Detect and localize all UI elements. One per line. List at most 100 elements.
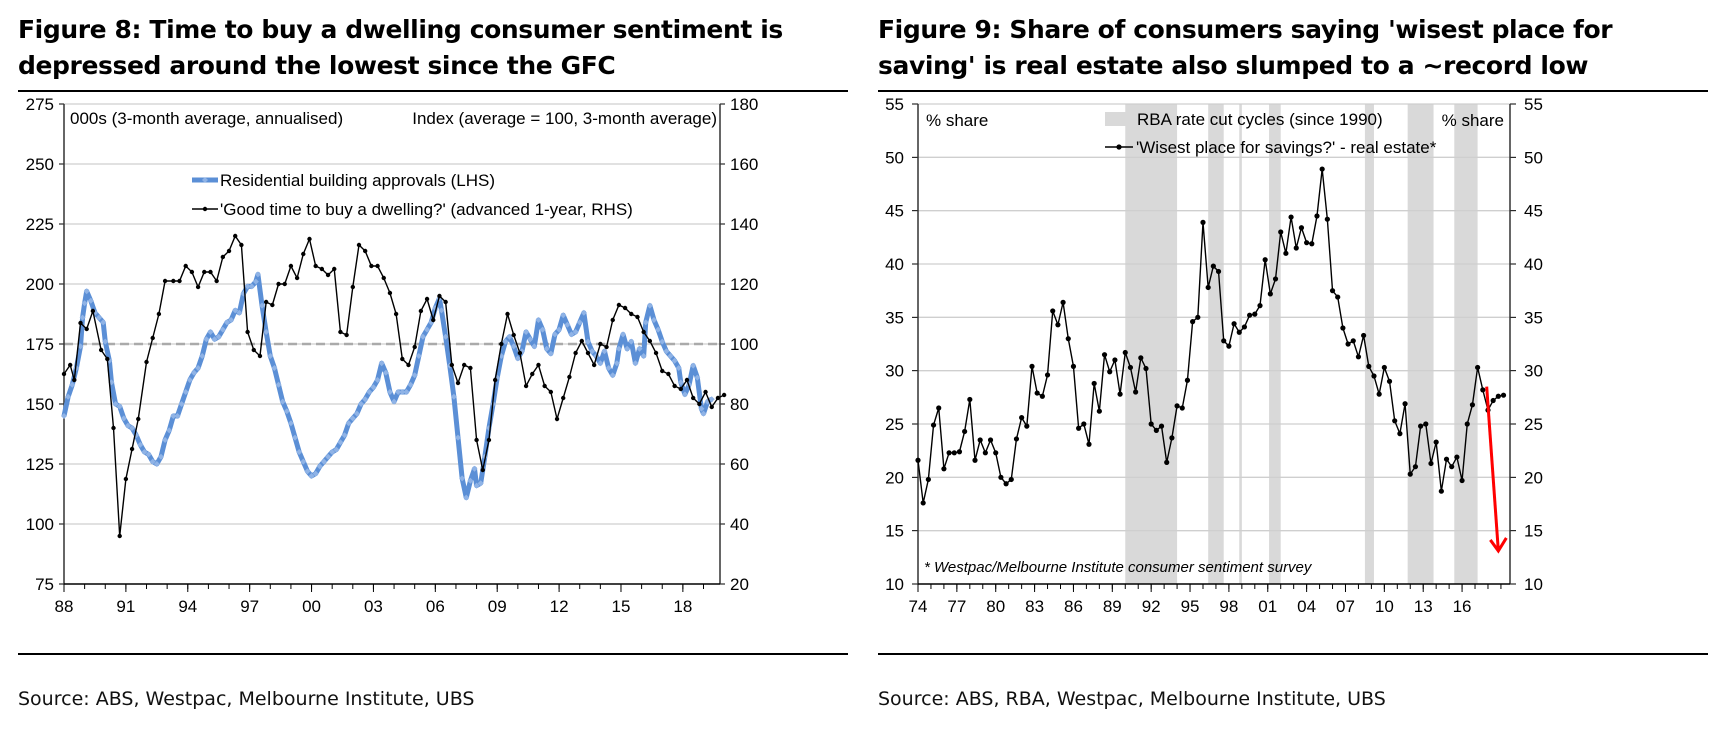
data-point-building-approvals	[463, 494, 470, 501]
data-point-building-approvals	[248, 283, 255, 290]
data-point-good-time-to-buy	[362, 248, 368, 254]
y-tick-label-right: 160	[730, 155, 758, 174]
data-point-wisest-place	[951, 450, 957, 456]
data-point-building-approvals	[182, 389, 189, 395]
data-point-wisest-place	[1122, 349, 1128, 356]
data-point-wisest-place	[1158, 423, 1165, 429]
data-point-wisest-place	[1392, 418, 1398, 424]
data-point-building-approvals	[459, 475, 466, 482]
data-point-building-approvals	[403, 389, 410, 395]
y-tick-label-right: 35	[1524, 308, 1543, 327]
data-point-good-time-to-buy	[356, 242, 362, 248]
data-point-building-approvals	[620, 331, 627, 338]
data-point-building-approvals	[141, 449, 148, 455]
data-point-wisest-place	[967, 396, 973, 403]
data-point-good-time-to-buy	[208, 269, 213, 275]
data-point-wisest-place	[1402, 401, 1408, 407]
x-tick-label: 97	[240, 597, 259, 616]
data-point-building-approvals	[271, 365, 278, 371]
data-point-good-time-to-buy	[517, 350, 523, 356]
data-point-good-time-to-buy	[573, 350, 578, 356]
data-point-good-time-to-buy	[715, 395, 721, 401]
data-point-building-approvals	[556, 326, 563, 333]
data-point-wisest-place	[1231, 321, 1237, 327]
red-arrow-shaft	[1485, 386, 1500, 552]
data-point-building-approvals	[162, 437, 169, 443]
data-point-building-approvals	[659, 338, 666, 345]
data-point-good-time-to-buy	[412, 344, 417, 350]
data-point-good-time-to-buy	[381, 275, 386, 281]
data-point-wisest-place	[1190, 319, 1196, 325]
data-point-building-approvals	[244, 283, 251, 290]
data-point-good-time-to-buy	[156, 311, 162, 317]
data-point-good-time-to-buy	[263, 299, 269, 305]
data-point-building-approvals	[675, 365, 682, 371]
rate-cut-band	[1239, 104, 1242, 584]
data-point-building-approvals	[646, 302, 653, 309]
data-point-wisest-place	[1480, 387, 1486, 393]
data-point-building-approvals	[87, 297, 94, 304]
data-point-building-approvals	[514, 355, 521, 362]
data-point-good-time-to-buy	[511, 332, 516, 338]
data-point-wisest-place	[1107, 369, 1113, 375]
data-point-good-time-to-buy	[480, 467, 485, 473]
data-point-wisest-place	[941, 466, 947, 472]
data-point-good-time-to-buy	[319, 266, 325, 272]
data-point-good-time-to-buy	[313, 263, 318, 269]
legend-marker-wisest-place	[1116, 144, 1122, 150]
data-point-good-time-to-buy	[647, 338, 653, 344]
figure-8-title-line1: Figure 8: Time to buy a dwelling consume…	[18, 15, 783, 44]
data-point-good-time-to-buy	[684, 377, 690, 383]
footnote-annotation: * Westpac/Melbourne Institute consumer s…	[924, 559, 1313, 576]
data-point-wisest-place	[1371, 373, 1377, 379]
data-point-good-time-to-buy	[195, 284, 201, 290]
data-point-wisest-place	[1324, 216, 1330, 222]
data-point-good-time-to-buy	[406, 362, 411, 368]
data-point-building-approvals	[580, 309, 587, 316]
data-point-building-approvals	[605, 365, 612, 371]
data-point-wisest-place	[1267, 291, 1273, 297]
y-tick-label-left: 200	[26, 275, 54, 294]
data-point-wisest-place	[977, 437, 983, 443]
y-tick-label-right: 50	[1524, 148, 1543, 167]
data-point-building-approvals	[259, 302, 266, 309]
data-point-wisest-place	[1236, 329, 1242, 335]
y-tick-label-left: 35	[885, 308, 904, 327]
data-point-good-time-to-buy	[84, 326, 89, 332]
data-point-wisest-place	[1003, 481, 1009, 487]
data-point-wisest-place	[1226, 343, 1232, 349]
x-tick-label: 09	[488, 597, 507, 616]
data-point-building-approvals	[178, 401, 185, 407]
data-point-building-approvals	[308, 473, 315, 479]
data-point-wisest-place	[1039, 393, 1045, 399]
data-point-wisest-place	[936, 405, 942, 411]
data-point-good-time-to-buy	[393, 311, 399, 317]
data-point-good-time-to-buy	[375, 263, 380, 269]
legend-label-building-approvals: Residential building approvals (LHS)	[220, 171, 495, 190]
legend-marker-building-approvals	[202, 177, 208, 183]
data-point-building-approvals	[329, 449, 336, 455]
data-point-building-approvals	[391, 398, 398, 405]
data-point-building-approvals	[219, 326, 226, 333]
series-line-wisest-place	[917, 168, 1504, 504]
data-point-wisest-place	[1314, 213, 1320, 219]
data-point-wisest-place	[1340, 325, 1346, 331]
data-point-good-time-to-buy	[542, 383, 547, 389]
data-point-building-approvals	[628, 338, 635, 345]
data-point-building-approvals	[424, 326, 431, 333]
data-point-good-time-to-buy	[111, 425, 116, 431]
x-tick-label: 07	[1336, 597, 1355, 616]
data-point-building-approvals	[145, 451, 152, 458]
data-point-good-time-to-buy	[455, 380, 461, 386]
data-point-building-approvals	[589, 348, 596, 355]
data-point-wisest-place	[1076, 425, 1082, 431]
data-point-good-time-to-buy	[554, 416, 560, 422]
data-point-building-approvals	[471, 465, 478, 472]
data-point-building-approvals	[539, 326, 546, 333]
data-point-good-time-to-buy	[67, 362, 73, 368]
data-point-good-time-to-buy	[301, 251, 306, 257]
figure-8-chart: 7510012515017520022525027520406080100120…	[26, 95, 759, 616]
data-point-building-approvals	[700, 410, 707, 417]
x-tick-label: 06	[426, 597, 445, 616]
data-point-wisest-place	[1329, 288, 1336, 294]
